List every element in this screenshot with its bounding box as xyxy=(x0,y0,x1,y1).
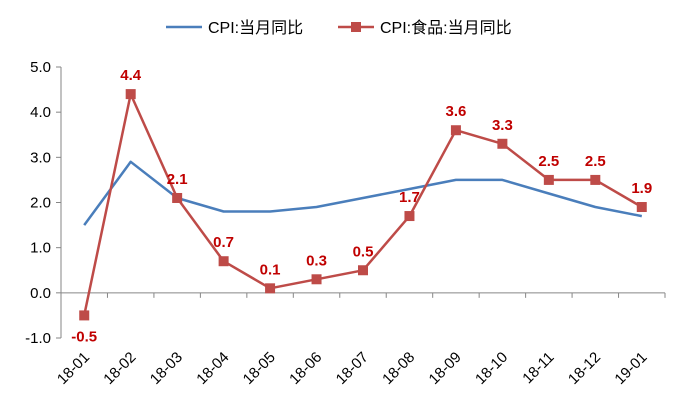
data-point xyxy=(125,89,136,100)
data-point xyxy=(404,211,415,222)
x-tick-label: 19-01 xyxy=(611,349,650,388)
x-tick-label: 18-02 xyxy=(100,349,139,388)
y-axis: 5.0 4.0 3.0 2.0 1.0 0.0 -1.0 xyxy=(25,59,62,347)
x-axis: 18-01 18-02 18-03 18-04 18-05 18-06 18-07 18-08… xyxy=(54,292,666,388)
data-label: 0.5 xyxy=(353,243,374,260)
x-tick-label: 18-03 xyxy=(147,349,186,388)
data-label: 1.7 xyxy=(399,189,420,206)
data-label: -0.5 xyxy=(71,328,97,345)
legend: CPI:当月同比 CPI:食品:当月同比 xyxy=(166,19,512,37)
y-tick-label: 2.0 xyxy=(30,195,51,212)
data-point xyxy=(358,265,368,276)
x-tick-label: 18-04 xyxy=(193,349,232,388)
y-tick-label: -1.0 xyxy=(25,330,51,347)
data-point xyxy=(450,125,461,136)
data-label: 0.1 xyxy=(260,261,281,278)
data-label: 3.3 xyxy=(492,117,513,134)
data-label: 2.5 xyxy=(538,153,559,170)
data-label: 3.6 xyxy=(445,103,466,120)
y-tick-label: 0.0 xyxy=(30,285,51,302)
legend-label-0: CPI:当月同比 xyxy=(208,19,303,37)
x-tick-label: 18-12 xyxy=(565,349,604,388)
data-label: 2.5 xyxy=(585,153,606,170)
y-tick-label: 4.0 xyxy=(30,104,51,121)
series-line-1 xyxy=(82,92,643,316)
x-tick-label: 18-07 xyxy=(333,349,372,388)
x-tick-label: 18-11 xyxy=(519,349,557,387)
data-point xyxy=(265,283,276,294)
data-label: 2.1 xyxy=(167,171,188,188)
data-label: 0.7 xyxy=(213,234,234,251)
data-point xyxy=(79,310,90,321)
x-tick-label: 18-01 xyxy=(54,349,93,388)
data-point xyxy=(636,202,647,213)
data-point xyxy=(311,274,322,285)
y-tick-label: 3.0 xyxy=(30,149,51,166)
legend-marker-1 xyxy=(351,22,361,32)
data-point xyxy=(172,192,183,203)
series-layer xyxy=(79,89,647,321)
data-point xyxy=(218,256,229,267)
x-tick-label: 18-10 xyxy=(472,349,511,388)
data-label: 1.9 xyxy=(631,180,652,197)
x-tick-label: 18-08 xyxy=(379,349,418,388)
y-tick-label: 5.0 xyxy=(30,59,51,76)
x-tick-label: 18-06 xyxy=(286,349,325,388)
x-tick-label: 18-09 xyxy=(426,349,465,388)
data-point xyxy=(590,174,601,185)
x-tick-label: 18-05 xyxy=(240,349,279,388)
data-labels: -0.5 4.4 2.1 0.7 0.1 0.3 0.5 1.7 3.6 3.3 2.5 2.5 1.9 xyxy=(71,67,652,345)
data-point xyxy=(497,138,508,149)
y-tick-label: 1.0 xyxy=(30,240,51,257)
legend-label-1: CPI:食品:当月同比 xyxy=(380,19,512,37)
data-label: 0.3 xyxy=(306,252,327,269)
data-point xyxy=(543,174,554,185)
data-label: 4.4 xyxy=(120,67,142,84)
